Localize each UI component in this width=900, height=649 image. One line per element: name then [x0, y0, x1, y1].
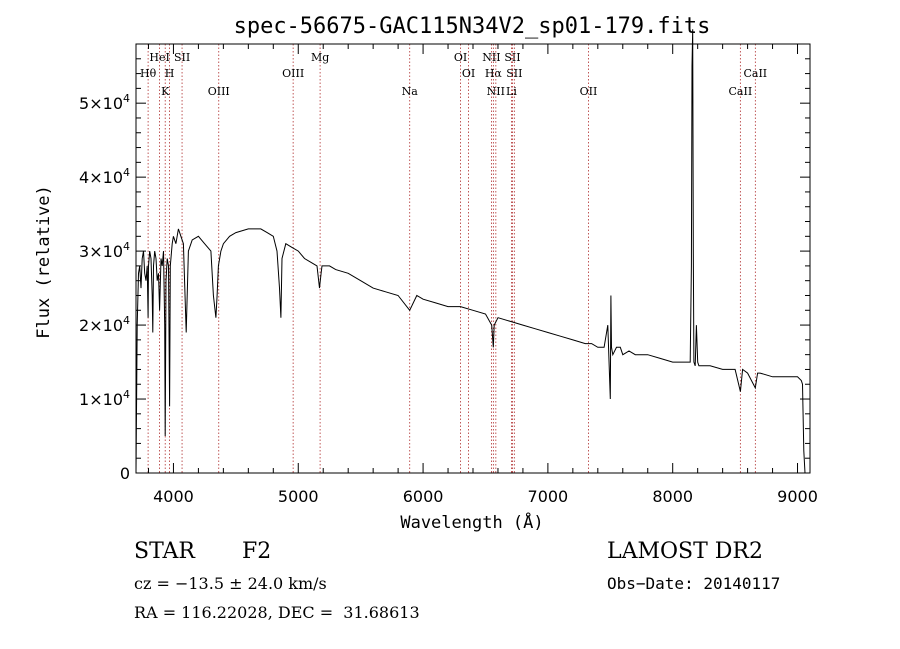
spectrum-line	[135, 29, 806, 474]
spectral-line-label: OI	[454, 51, 467, 64]
chart-title: spec-56675-GAC115N34V2_sp01-179.fits	[234, 14, 711, 39]
y-tick-label: 4×104	[79, 166, 130, 187]
spectral-line-markers: HθHeIKSIIHOIIIOIIIMgNaOIOINIIHαNIISIISII…	[140, 44, 767, 473]
spectral-line-label: OI	[462, 67, 475, 80]
y-tick-label: 0	[120, 464, 130, 483]
y-tick-label: 3×104	[79, 240, 130, 261]
survey-release: LAMOST DR2	[607, 539, 763, 564]
spectral-line-label: H	[165, 67, 175, 80]
spectral-line-label: Li	[506, 85, 517, 98]
spectral-line-label: OII	[580, 85, 598, 98]
y-tick-label: 2×104	[79, 314, 130, 335]
spectral-line-label: CaII	[729, 85, 753, 98]
x-tick-label: 9000	[777, 487, 818, 506]
y-tick-label: 5×104	[79, 92, 130, 113]
plot-frame	[135, 43, 811, 474]
x-axis-label: Wavelength (Å)	[400, 511, 543, 533]
spectral-line-label: HeI	[149, 51, 169, 64]
spectral-line-label: OIII	[282, 67, 304, 80]
x-tick-label: 8000	[652, 487, 693, 506]
spectral-line-label: K	[161, 85, 170, 98]
x-tick-label: 6000	[403, 487, 444, 506]
observation-date: Obs−Date: 20140117	[607, 574, 781, 593]
spectral-line-label: SII	[506, 67, 522, 80]
spectral-line-label: CaII	[743, 67, 767, 80]
y-axis-label: Flux (relative)	[34, 185, 54, 339]
redshift-velocity: cz = −13.5 ± 24.0 km/s	[134, 574, 327, 593]
spectral-line-label: NII	[482, 51, 500, 64]
object-subclass: F2	[242, 539, 272, 564]
y-tick-label: 1×104	[79, 388, 130, 409]
x-axis-ticks: 4000 5000 6000 7000 8000 9000	[147, 44, 818, 506]
spectrum-series	[135, 29, 806, 474]
sky-coordinates: RA = 116.22028, DEC = 31.68613	[134, 603, 420, 622]
spectral-line-label: Mg	[311, 51, 329, 64]
x-tick-label: 5000	[278, 487, 319, 506]
spectral-line-label: SII	[174, 51, 190, 64]
x-tick-label: 7000	[528, 487, 569, 506]
spectral-line-label: OIII	[208, 85, 230, 98]
spectral-line-label: SII	[504, 51, 520, 64]
spectral-line-label: Hα	[485, 67, 503, 80]
object-class: STAR	[134, 539, 195, 564]
y-axis-ticks: 0 1×104 2×104 3×104 4×104 5×104	[79, 58, 810, 483]
x-tick-label: 4000	[153, 487, 194, 506]
spectral-line-label: NII	[487, 85, 505, 98]
spectral-line-label: Na	[402, 85, 419, 98]
spectral-line-label: Hθ	[140, 67, 157, 80]
